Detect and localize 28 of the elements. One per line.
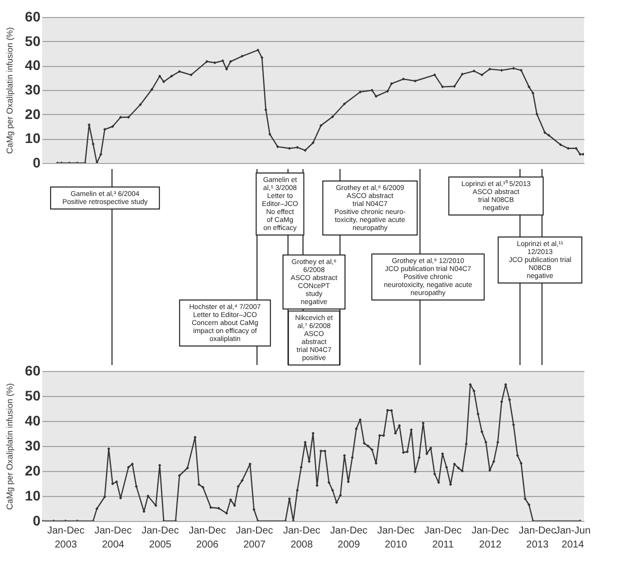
y-tick-label: 30 [24,438,41,454]
x-tick-label: Jan-Dec 2003 [47,526,84,550]
y-tick-label: 0 [32,154,41,170]
x-tick-label: Jan-Dec 2008 [283,526,320,550]
y-tick-label: 10 [24,488,41,504]
y-tick-label: 20 [24,462,41,478]
y-axis-title: CaMg per Oxaliplatin infusion (%) [4,27,14,154]
y-tick-label: 50 [24,32,41,49]
y-tick-label: 60 [24,362,41,378]
x-tick-label: Jan-Dec 2010 [377,526,415,550]
y-tick-label: 40 [24,412,41,428]
x-tick-label: Jan-Dec 2005 [142,526,179,550]
y-tick-label: 60 [24,8,41,24]
x-tick-label: Jan-Jun 2014 [554,526,591,550]
y-axis-title: CaMg per Oxaliplatin infusion (%) [4,383,14,510]
y-tick-label: 20 [24,106,41,122]
x-tick-label: Jan-Dec 2009 [330,526,368,550]
x-tick-label: Jan-Dec 2012 [472,526,509,550]
x-tick-label: Jan-Dec 2011 [424,526,462,550]
x-tick-label: Jan-Dec 2006 [188,526,226,550]
x-tick-label: Jan-Dec 2007 [236,526,274,550]
y-tick-label: 0 [32,512,41,528]
y-tick-label: 30 [24,82,41,98]
y-tick-label: 10 [24,130,41,146]
y-tick-label: 40 [24,57,41,74]
x-tick-label: Jan-Dec 2004 [94,526,132,550]
y-tick-label: 50 [24,388,41,404]
x-tick-label: Jan-Dec 2013 [518,526,556,550]
